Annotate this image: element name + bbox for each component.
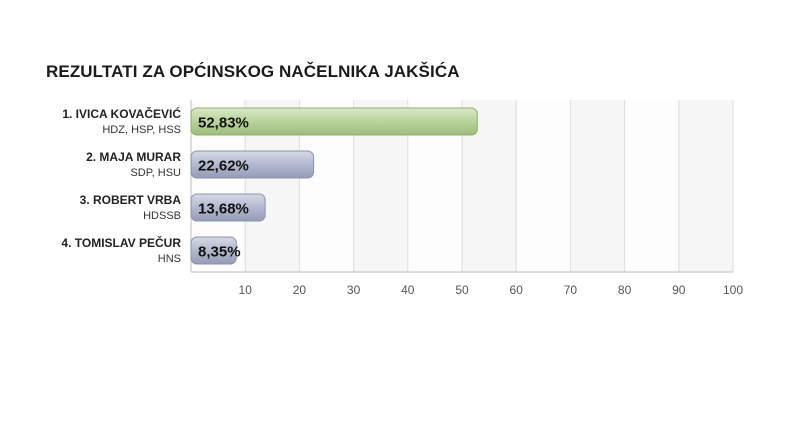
- x-tick-label: 60: [510, 283, 524, 297]
- grid-band: [570, 100, 625, 272]
- category-name: 4. TOMISLAV PEČUR: [61, 235, 181, 250]
- bar: [190, 193, 266, 222]
- x-tick-label: 80: [618, 283, 632, 297]
- x-tick-label: 90: [672, 283, 686, 297]
- bars: 52,83% 22,62% 13,68% 8,35%: [190, 107, 478, 265]
- category-party: HDSSB: [143, 210, 181, 222]
- x-tick-label: 70: [564, 283, 578, 297]
- chart-title: REZULTATI ZA OPĆINSKOG NAČELNIKA JAKŠIĆA: [46, 62, 460, 81]
- x-tick-label: 10: [239, 283, 253, 297]
- x-tick-label: 50: [455, 283, 469, 297]
- category-name: 2. MAJA MURAR: [86, 150, 181, 164]
- bar: [190, 107, 478, 136]
- bar: [190, 150, 315, 179]
- x-tick-label: 40: [401, 283, 415, 297]
- bar: [190, 236, 237, 265]
- x-tick-label: 30: [347, 283, 361, 297]
- bar-value-label: 22,62%: [198, 158, 249, 175]
- bar-value-label: 13,68%: [198, 201, 249, 218]
- category-party: HNS: [158, 253, 181, 265]
- x-axis-ticks: 10 20 30 40 50 60 70 80 90 100: [239, 283, 744, 297]
- category-name: 3. ROBERT VRBA: [80, 193, 182, 207]
- x-tick-label: 100: [723, 283, 743, 297]
- bar-value-label: 8,35%: [198, 244, 241, 261]
- bar-value-label: 52,83%: [198, 115, 249, 132]
- category-party: HDZ, HSP, HSS: [102, 124, 181, 136]
- category-party: SDP, HSU: [130, 167, 181, 179]
- grid-band: [678, 100, 733, 272]
- category-name: 1. IVICA KOVAČEVIĆ: [62, 106, 181, 121]
- x-tick-label: 20: [293, 283, 307, 297]
- category-labels: 1. IVICA KOVAČEVIĆ HDZ, HSP, HSS 2. MAJA M…: [61, 106, 181, 265]
